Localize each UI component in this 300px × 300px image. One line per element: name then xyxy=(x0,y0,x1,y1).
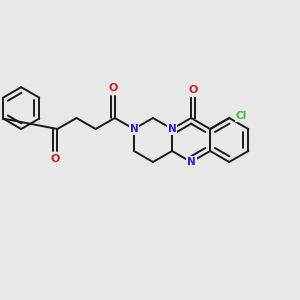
Text: N: N xyxy=(130,124,138,134)
Text: O: O xyxy=(108,83,118,93)
Text: Cl: Cl xyxy=(236,111,247,121)
Text: O: O xyxy=(51,154,60,164)
Text: O: O xyxy=(188,85,198,95)
Text: N: N xyxy=(168,124,176,134)
Text: N: N xyxy=(187,157,196,167)
